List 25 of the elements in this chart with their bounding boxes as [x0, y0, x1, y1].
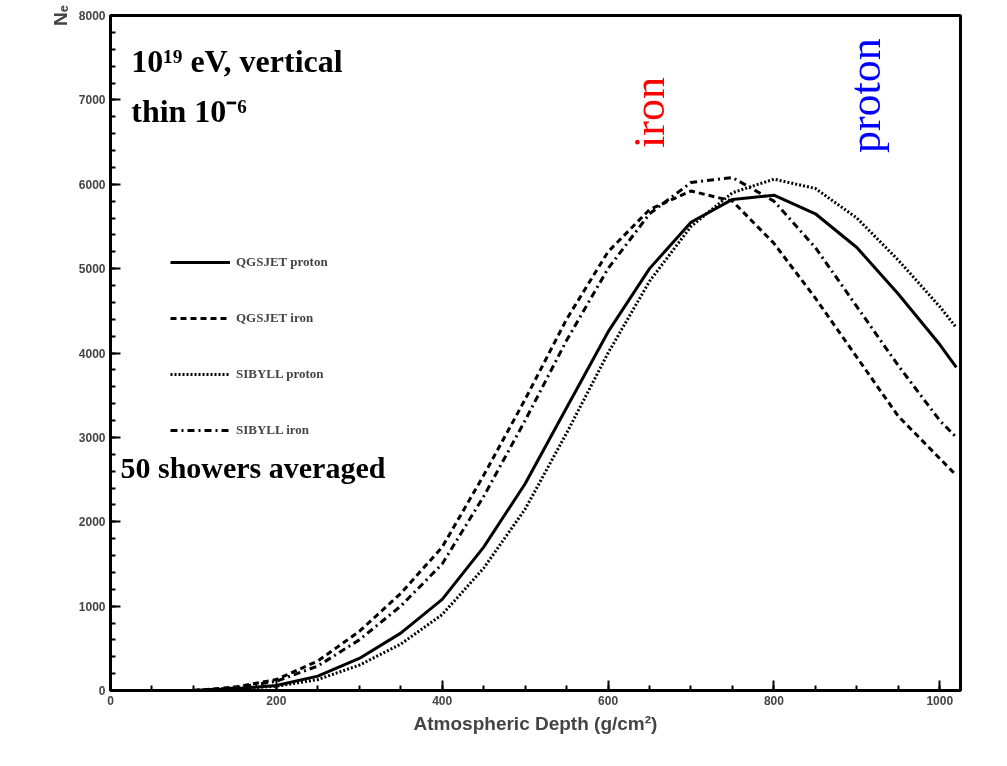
x-tick-label: 800: [763, 693, 785, 708]
y-tick-label: 0: [98, 684, 106, 698]
y-axis-title: Nₑ: [49, 5, 71, 26]
legend-label: SIBYLL proton: [236, 366, 324, 382]
annotation: proton: [840, 38, 890, 154]
x-tick-label: 600: [598, 693, 619, 708]
y-tick-label: 1000: [78, 599, 106, 614]
legend-label: QGSJET iron: [236, 310, 314, 326]
annotation: thin 10⁻⁶: [131, 93, 247, 130]
legend-label: SIBYLL iron: [236, 422, 310, 438]
legend-label: QGSJET proton: [236, 254, 328, 270]
annotation: 50 showers averaged: [120, 450, 386, 484]
y-tick-label: 5000: [78, 262, 106, 277]
x-axis-title: Atmospheric Depth (g/cm²): [413, 712, 658, 734]
y-tick-label: 4000: [78, 346, 106, 361]
annotation: iron: [625, 77, 675, 148]
y-tick-label: 6000: [78, 177, 106, 192]
y-tick-label: 8000: [78, 9, 106, 23]
y-tick-label: 2000: [78, 515, 106, 530]
x-tick-label: 1000: [926, 693, 954, 708]
y-tick-label: 3000: [78, 430, 106, 445]
x-tick-label: 200: [266, 693, 287, 708]
annotation: 10¹⁹ eV, vertical: [131, 42, 343, 79]
y-tick-label: 7000: [78, 93, 106, 108]
x-tick-label: 400: [432, 693, 453, 708]
